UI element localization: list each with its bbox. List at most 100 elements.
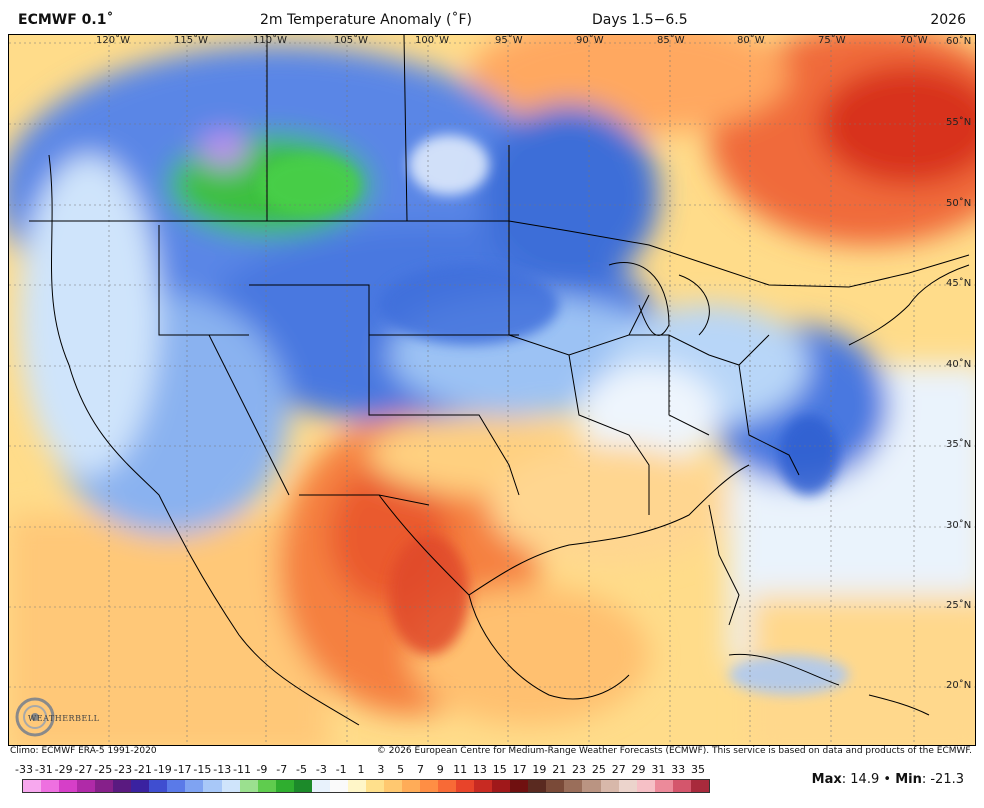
legend-swatch (401, 780, 421, 792)
legend-label: 23 (572, 763, 587, 776)
legend-label: 19 (532, 763, 547, 776)
lat-label: 30˚N (946, 520, 972, 531)
legend-swatch (600, 780, 619, 792)
legend-swatch (672, 780, 691, 792)
legend-swatch (510, 780, 529, 792)
legend-swatch (690, 780, 709, 792)
legend-swatch (221, 780, 240, 792)
legend-label: 31 (651, 763, 666, 776)
map-title: 2m Temperature Anomaly (˚F) (260, 12, 472, 28)
legend-label: 35 (691, 763, 705, 776)
legend-label: -11 (233, 763, 252, 776)
color-legend: -33 -31 -29 -27 -25 -23 -21 -19 -17 -15 -13 -11 -9 -7… (14, 763, 714, 803)
copyright-note: © 2026 European Centre for Medium-Range … (376, 746, 972, 756)
lon-label: 80˚W (737, 35, 765, 46)
legend-swatch (474, 780, 493, 792)
legend-label: -9 (256, 763, 268, 776)
legend-label: -3 (315, 763, 327, 776)
legend-swatch (618, 780, 637, 792)
legend-label: -25 (94, 763, 113, 776)
legend-label: 9 (436, 763, 444, 776)
legend-swatch (420, 780, 439, 792)
legend-swatch (546, 780, 565, 792)
legend-swatch (582, 780, 601, 792)
lat-label: 35˚N (946, 439, 972, 450)
boundaries (29, 35, 970, 726)
legend-label: -29 (54, 763, 73, 776)
legend-label: 11 (453, 763, 468, 776)
lat-label: 25˚N (946, 600, 972, 611)
legend-swatch (311, 780, 330, 792)
legend-swatch (95, 780, 114, 792)
anomaly-field (9, 35, 975, 745)
legend-swatch (239, 780, 258, 792)
lon-label: 110˚W (253, 35, 287, 46)
lon-label: 95˚W (495, 35, 523, 46)
max-label: Max (811, 772, 842, 787)
lon-label: 105˚W (334, 35, 368, 46)
legend-label: 3 (377, 763, 385, 776)
legend-label: -13 (213, 763, 232, 776)
weatherbell-logo: WEATHERBELL (12, 694, 112, 740)
map-svg (9, 35, 975, 745)
legend-swatch (456, 780, 475, 792)
legend-swatch (293, 780, 312, 792)
legend-swatch (113, 780, 132, 792)
legend-swatch (257, 780, 276, 792)
legend-label: 27 (611, 763, 626, 776)
lat-label: 20˚N (946, 680, 972, 691)
legend-swatch (41, 780, 60, 792)
min-value: -21.3 (930, 772, 964, 787)
lat-label: 45˚N (946, 278, 972, 289)
legend-label: -5 (296, 763, 307, 776)
legend-swatch (492, 780, 511, 792)
anomaly-map (8, 34, 976, 746)
legend-swatch (564, 780, 583, 792)
legend-swatch (23, 780, 42, 792)
climo-note: Climo: ECMWF ERA-5 1991-2020 (10, 746, 157, 756)
lon-label: 70˚W (900, 35, 928, 46)
legend-swatch (131, 780, 150, 792)
forecast-year: 2026 (930, 12, 966, 28)
legend-swatch (167, 780, 186, 792)
legend-label: -21 (133, 763, 152, 776)
lon-label: 100˚W (415, 35, 449, 46)
legend-label: 7 (416, 763, 424, 776)
legend-label: -33 (15, 763, 33, 776)
legend-swatch (275, 780, 294, 792)
stats-separator: • (883, 772, 892, 787)
header: ECMWF 0.1˚ 2m Temperature Anomaly (˚F) D… (0, 0, 984, 34)
legend-label: 21 (552, 763, 567, 776)
legend-labels: -33 -31 -29 -27 -25 -23 -21 -19 -17 -15 -13 -11 -9 -7… (14, 763, 714, 777)
legend-label: -19 (153, 763, 172, 776)
legend-swatch (185, 780, 204, 792)
lat-label: 50˚N (946, 198, 972, 209)
legend-label: -15 (193, 763, 212, 776)
legend-label: 33 (671, 763, 686, 776)
legend-label: 15 (492, 763, 507, 776)
legend-label: 25 (591, 763, 606, 776)
model-name: ECMWF 0.1˚ (18, 12, 114, 28)
lat-label: 40˚N (946, 359, 972, 370)
min-label: Min (895, 772, 922, 787)
legend-color-bar (22, 779, 710, 793)
legend-label: 5 (397, 763, 405, 776)
lat-label: 60˚N (946, 36, 972, 47)
legend-swatch (654, 780, 673, 792)
legend-label: 1 (357, 763, 365, 776)
lon-label: 75˚W (818, 35, 846, 46)
lon-label: 90˚W (576, 35, 604, 46)
forecast-days: Days 1.5−6.5 (592, 12, 688, 28)
legend-label: -17 (173, 763, 192, 776)
max-value: 14.9 (850, 772, 880, 787)
legend-swatch (77, 780, 96, 792)
legend-swatch (59, 780, 78, 792)
lon-label: 115˚W (174, 35, 208, 46)
legend-swatch (347, 780, 366, 792)
swirl-icon (15, 697, 55, 737)
lat-label: 55˚N (946, 117, 972, 128)
legend-swatch (149, 780, 168, 792)
lon-label: 120˚W (96, 35, 130, 46)
legend-swatch (203, 780, 222, 792)
lon-label: 85˚W (657, 35, 685, 46)
